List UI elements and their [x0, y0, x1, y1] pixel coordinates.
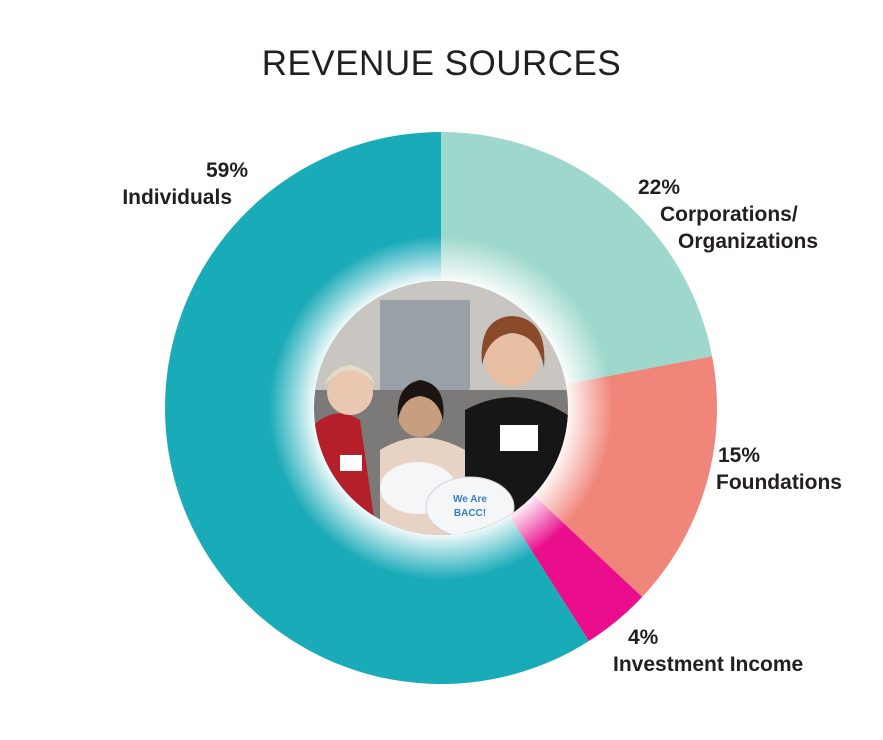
slice-value-label: 22%	[638, 176, 681, 199]
slice-label-foundations: 15% Foundations	[716, 442, 842, 496]
slice-label-investment-income: 4% Investment Income	[613, 624, 803, 678]
slice-value-label: 59%	[205, 159, 248, 182]
slice-name-line: Corporations/	[660, 203, 798, 226]
slice-name-line: Foundations	[716, 471, 842, 494]
slice-value-label: 4%	[628, 626, 659, 649]
slice-name-line: Investment Income	[613, 653, 804, 676]
slice-label-corporations: 22% Corporations/ Organizations	[638, 174, 818, 255]
photo-sign-line-1: We Are	[453, 494, 487, 505]
slice-label-individuals: 59% Individuals	[92, 157, 248, 211]
slice-value-label: 15%	[718, 444, 761, 467]
slice-name-line: Individuals	[122, 186, 232, 209]
photo-sign-line-2: BACC!	[454, 508, 486, 519]
slice-name-line: Organizations	[678, 230, 819, 253]
chart-title: REVENUE SOURCES	[261, 44, 622, 83]
